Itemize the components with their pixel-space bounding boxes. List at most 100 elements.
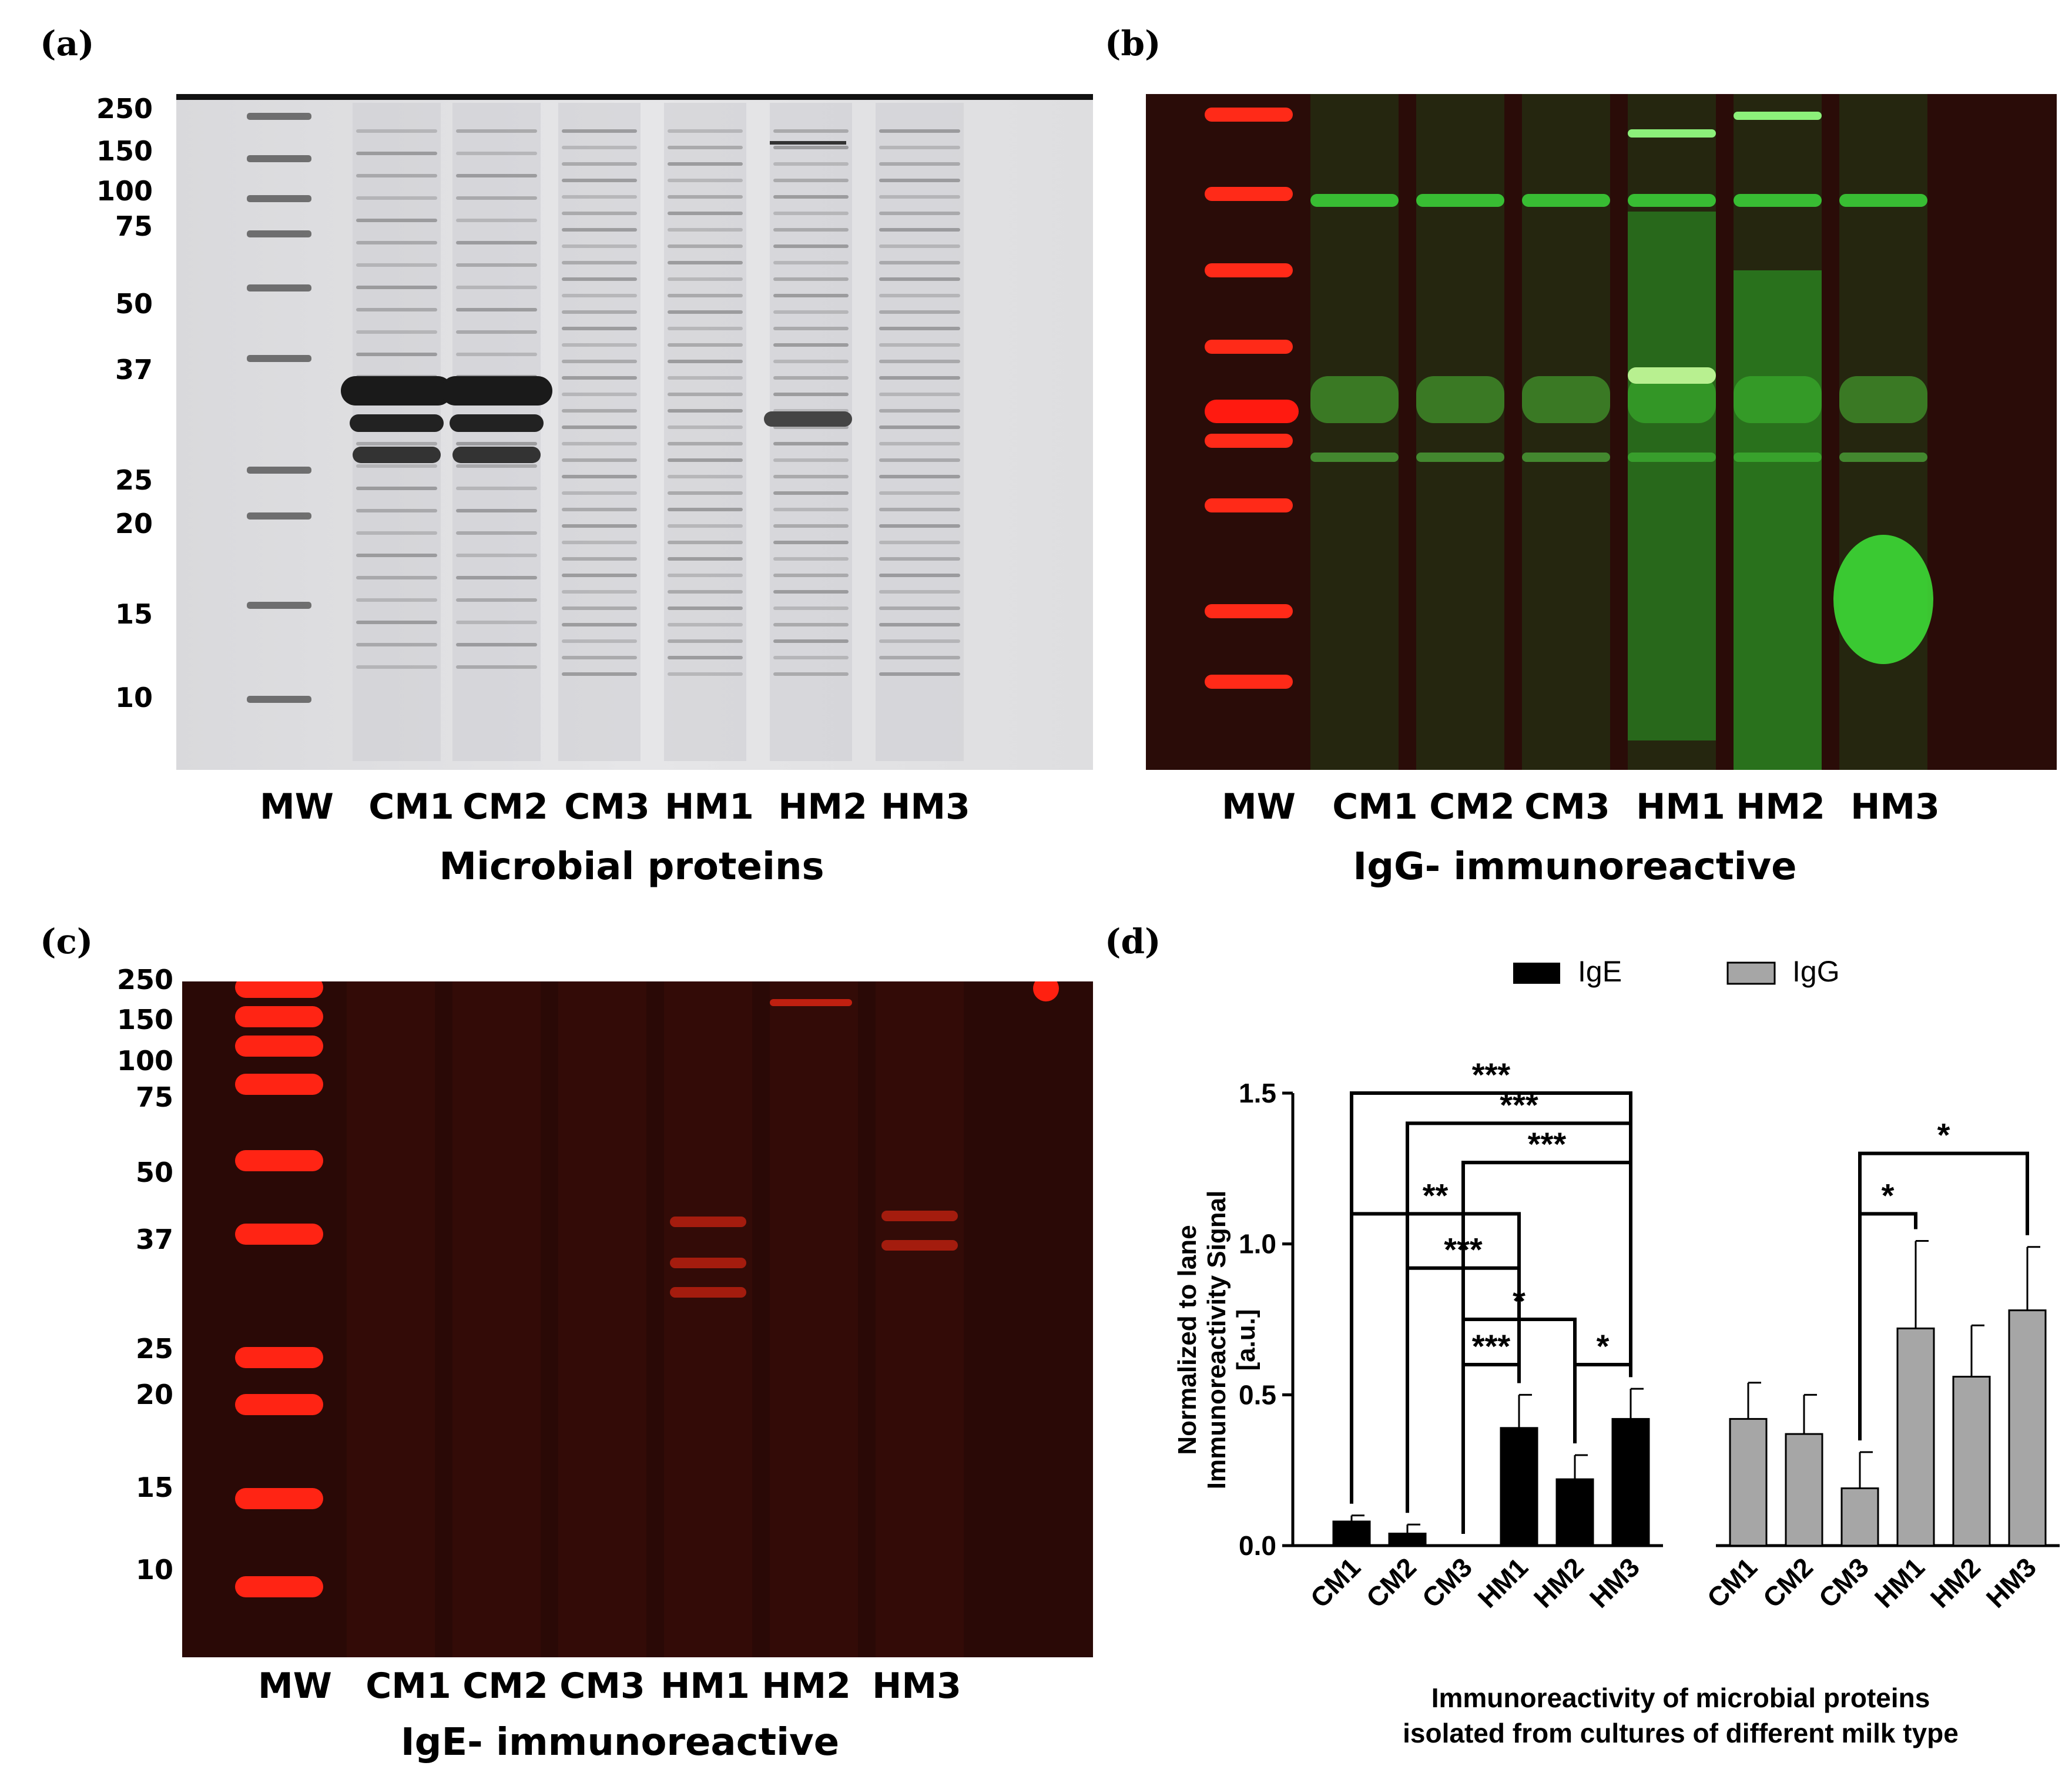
ladder-band xyxy=(247,512,311,520)
ladder-band xyxy=(247,467,311,474)
legend-swatch-ige xyxy=(1513,963,1560,984)
ladder-band xyxy=(1205,263,1293,277)
bar xyxy=(1952,1376,1991,1547)
gel-band xyxy=(562,409,637,413)
blot-band xyxy=(670,1287,746,1298)
blot-band xyxy=(1628,376,1716,423)
gel-band xyxy=(879,656,960,659)
lane-label: CM3 xyxy=(1524,786,1610,827)
gel-band xyxy=(562,524,637,528)
ladder-band xyxy=(235,981,323,998)
bar xyxy=(1896,1327,1935,1547)
gel-band xyxy=(456,330,537,334)
gel-band xyxy=(879,590,960,594)
gel-band xyxy=(773,458,849,462)
gel-band xyxy=(562,458,637,462)
gel-band xyxy=(668,244,743,248)
lane-label: HM2 xyxy=(762,1666,851,1707)
significance-label: *** xyxy=(1472,1056,1511,1093)
blot-lane xyxy=(664,981,752,1657)
panel-b-label: (b) xyxy=(1105,24,1161,63)
gel-band xyxy=(879,491,960,495)
lane-label: CM3 xyxy=(564,786,650,827)
blot-band xyxy=(1734,194,1822,207)
gel-band xyxy=(456,487,537,490)
mw-tick-a-100: 100 xyxy=(96,175,153,207)
gel-bands-a xyxy=(176,94,1093,770)
blot-band xyxy=(1628,367,1716,384)
ladder-band xyxy=(247,355,311,362)
x-tick-label: CM1 xyxy=(1701,1552,1763,1613)
lane-label: CM1 xyxy=(366,1666,451,1707)
gel-band xyxy=(356,129,437,133)
gel-band xyxy=(879,541,960,544)
gel-band xyxy=(456,241,537,244)
ladder-band xyxy=(247,113,311,120)
gel-band xyxy=(668,508,743,511)
gel-band xyxy=(773,376,849,380)
gel-band xyxy=(452,447,541,463)
significance-label: *** xyxy=(1472,1328,1511,1365)
gel-band xyxy=(562,606,637,610)
blot-lane xyxy=(770,981,858,1657)
mw-tick-c-37: 37 xyxy=(135,1224,173,1255)
ladder-band xyxy=(235,1224,323,1245)
bar xyxy=(1500,1427,1538,1547)
gel-band xyxy=(562,623,637,626)
gel-band xyxy=(353,447,441,463)
blot-artifact xyxy=(1033,981,1059,1001)
ladder-band xyxy=(235,1488,323,1509)
gel-lane xyxy=(770,103,852,761)
gel-band xyxy=(668,343,743,347)
gel-band xyxy=(562,162,637,166)
bar xyxy=(1388,1532,1427,1547)
mw-tick-a-150: 150 xyxy=(96,135,153,167)
gel-band xyxy=(356,487,437,490)
ladder-band xyxy=(235,1394,323,1415)
gel-band xyxy=(668,327,743,330)
gel-band xyxy=(773,606,849,610)
ladder-band xyxy=(1205,434,1293,448)
gel-band xyxy=(879,524,960,528)
bar xyxy=(1332,1520,1371,1547)
gel-band xyxy=(879,179,960,182)
gel-band xyxy=(773,475,849,478)
gel-band xyxy=(562,129,637,133)
x-tick-label: HM1 xyxy=(1869,1552,1930,1613)
lane-label: MW xyxy=(1222,786,1296,827)
gel-band xyxy=(668,360,743,363)
gel-band xyxy=(773,343,849,347)
gel-band xyxy=(668,606,743,610)
gel-band xyxy=(770,141,846,145)
gel-band xyxy=(456,286,537,289)
gel-band xyxy=(668,425,743,429)
gel-band xyxy=(773,442,849,445)
legend-label-ige: IgE xyxy=(1578,955,1622,988)
blot-lane xyxy=(876,981,964,1657)
significance-label: *** xyxy=(1444,1231,1483,1268)
panel-d: IgE IgG 0.0 0.5 1.0 1.5 Normalized to lane Immu… xyxy=(1093,929,2072,1774)
significance-label: * xyxy=(1513,1282,1525,1319)
significance-bracket xyxy=(1350,1091,1632,1504)
blot-band xyxy=(1310,194,1399,207)
blot-band xyxy=(1839,194,1927,207)
mw-tick-c-20: 20 xyxy=(135,1379,173,1410)
ladder-band xyxy=(1205,675,1293,689)
ladder-band xyxy=(1205,498,1293,512)
mw-tick-a-50: 50 xyxy=(115,288,153,320)
significance-label: *** xyxy=(1500,1086,1538,1123)
gel-band xyxy=(341,376,452,406)
y-axis-label: Normalized to lane xyxy=(1173,1225,1202,1455)
gel-lane xyxy=(876,103,964,761)
gel-band xyxy=(562,146,637,149)
gel-band xyxy=(562,343,637,347)
lane-label: MW xyxy=(260,786,334,827)
blot-image-c xyxy=(182,981,1093,1657)
blot-band xyxy=(881,1240,958,1251)
caption-c: IgE- immunoreactive xyxy=(400,1721,840,1764)
lane-label: HM2 xyxy=(1736,786,1825,827)
gel-band xyxy=(356,219,437,222)
significance-bracket xyxy=(1858,1151,2029,1440)
gel-band xyxy=(773,228,849,232)
blot-band xyxy=(1833,535,1933,664)
